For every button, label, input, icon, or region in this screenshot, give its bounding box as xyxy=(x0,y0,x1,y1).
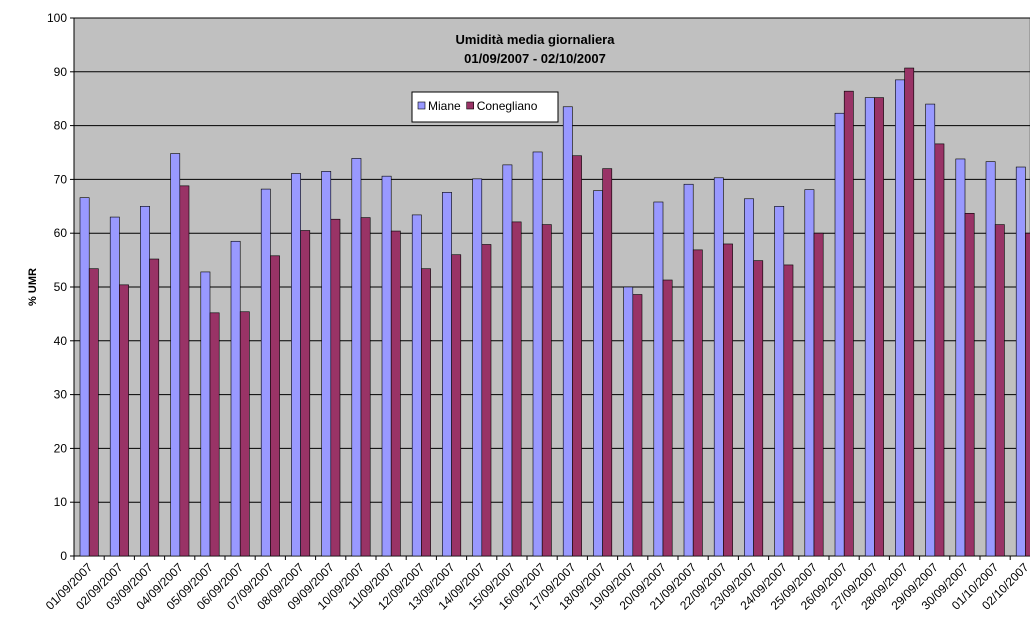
bar xyxy=(390,230,401,557)
bar xyxy=(813,232,824,557)
bar xyxy=(683,183,694,557)
bar xyxy=(260,188,271,557)
bar xyxy=(411,214,422,557)
bar xyxy=(843,90,854,557)
bar xyxy=(79,197,90,557)
bar xyxy=(360,217,371,557)
y-tick-label: 10 xyxy=(54,495,68,509)
y-tick-label: 0 xyxy=(60,549,67,563)
bar xyxy=(713,177,724,557)
bar xyxy=(209,312,220,557)
bar xyxy=(653,201,664,557)
y-tick-label: 20 xyxy=(54,441,68,455)
bar xyxy=(593,190,603,557)
bar xyxy=(904,67,915,557)
bar xyxy=(562,106,573,557)
bar xyxy=(934,143,945,557)
bar xyxy=(834,112,845,557)
bar xyxy=(170,153,181,557)
bar xyxy=(532,151,543,557)
bar xyxy=(330,218,341,557)
bar xyxy=(874,97,884,557)
y-axis-label: % UMR xyxy=(27,268,39,306)
bar xyxy=(753,260,764,557)
bar xyxy=(381,175,392,557)
bar xyxy=(985,161,996,557)
bar xyxy=(270,255,280,557)
bar xyxy=(200,271,211,557)
bar xyxy=(149,258,160,557)
y-tick-label: 100 xyxy=(47,11,67,25)
bar xyxy=(723,243,733,557)
bar xyxy=(541,224,552,557)
bar xyxy=(451,254,462,557)
bar xyxy=(109,216,120,557)
legend-box xyxy=(411,91,559,123)
bar xyxy=(774,206,785,557)
y-tick-label: 30 xyxy=(54,388,68,402)
bar xyxy=(955,158,966,557)
bar xyxy=(239,311,250,557)
y-tick-label: 60 xyxy=(54,226,68,240)
bar xyxy=(692,249,703,557)
bar xyxy=(321,171,332,557)
y-tick-label: 80 xyxy=(54,119,68,133)
bar xyxy=(230,240,241,557)
bar xyxy=(994,224,1005,557)
bar xyxy=(88,268,99,557)
bar xyxy=(442,192,452,557)
bar xyxy=(895,79,905,557)
bar xyxy=(481,244,492,557)
y-tick-label: 70 xyxy=(54,172,68,186)
bar xyxy=(291,173,301,557)
bar xyxy=(1015,166,1026,557)
bar xyxy=(179,185,190,557)
chart-subtitle: 01/09/2007 - 02/10/2007 xyxy=(464,51,606,66)
bar xyxy=(1025,232,1030,557)
bar xyxy=(502,164,513,557)
legend-swatch xyxy=(417,101,426,110)
legend-swatch xyxy=(466,101,474,110)
bar xyxy=(472,178,483,557)
y-tick-label: 50 xyxy=(54,280,68,294)
bar xyxy=(864,97,875,557)
bar xyxy=(662,279,673,557)
bar xyxy=(783,264,794,557)
bar xyxy=(511,221,522,557)
bar xyxy=(140,206,150,557)
bar xyxy=(744,198,754,557)
bar xyxy=(300,230,311,557)
bar xyxy=(351,158,362,557)
y-tick-label: 90 xyxy=(54,65,68,79)
bar xyxy=(925,103,936,557)
legend-label: Miane xyxy=(428,99,461,113)
bar xyxy=(572,155,582,557)
bar xyxy=(964,212,975,557)
bar xyxy=(602,168,613,557)
chart-title: Umidità media giornaliera xyxy=(456,32,616,47)
y-tick-label: 40 xyxy=(54,334,68,348)
legend: Miane Conegliano xyxy=(411,91,559,123)
bar xyxy=(804,189,815,557)
bar xyxy=(119,284,129,557)
bar xyxy=(623,286,634,557)
legend-label: Conegliano xyxy=(477,99,538,113)
bar xyxy=(421,268,431,557)
bar xyxy=(632,294,643,557)
